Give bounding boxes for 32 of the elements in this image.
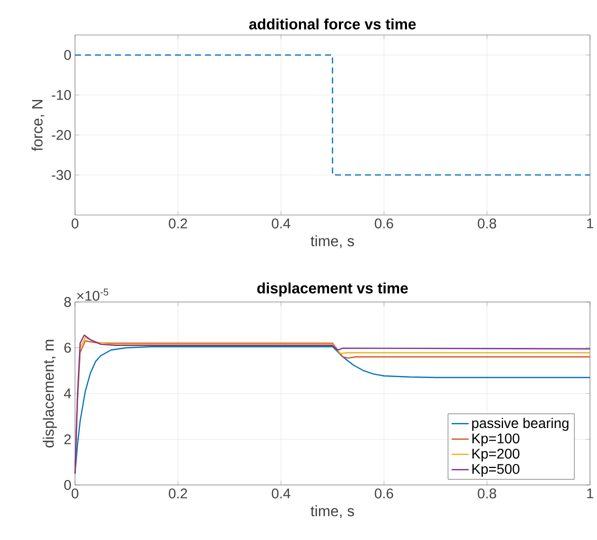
x-tick-label: 0.6 [374, 218, 394, 228]
chart-title: displacement vs time [257, 282, 408, 296]
y-tick-label: 4 [64, 388, 72, 398]
y-tick-label: -20 [52, 130, 71, 140]
y-axis-title: force, N [32, 100, 44, 152]
legend-label: Kp=500 [472, 464, 520, 477]
y-tick-label: 0 [64, 50, 71, 60]
x-tick-label: 0.2 [168, 488, 188, 498]
y-tick-label: 0 [64, 480, 71, 490]
y-tick-label: 2 [64, 434, 71, 444]
y-tick-label: 6 [64, 342, 71, 353]
legend-label: Kp=100 [472, 433, 520, 446]
x-axis-title: time, s [310, 235, 354, 248]
legend-label: passive bearing [472, 418, 568, 431]
chart-title: additional force vs time [249, 18, 416, 30]
y-axis-title: displacement, m [42, 340, 57, 448]
x-tick-label: 0.6 [374, 488, 394, 498]
x-tick-label: 0.4 [272, 488, 290, 498]
legend-label: Kp=200 [472, 448, 520, 462]
x-tick-label: 0 [72, 488, 78, 498]
x-tick-label: 0.8 [478, 488, 496, 498]
y-tick-label: -30 [52, 170, 71, 180]
x-tick-label: 0.8 [478, 218, 496, 228]
x-tick-label: 1 [587, 218, 594, 228]
y-tick-label: 8 [64, 297, 71, 307]
x-tick-label: 0.2 [168, 218, 188, 228]
x-tick-label: 0.4 [272, 218, 290, 228]
x-tick-label: 1 [587, 488, 594, 498]
y-tick-label: -10 [52, 90, 71, 100]
x-tick-label: 0 [72, 218, 78, 228]
x-axis-title: time, s [310, 505, 354, 518]
text: ×10$^{-5}$ [77, 288, 108, 301]
